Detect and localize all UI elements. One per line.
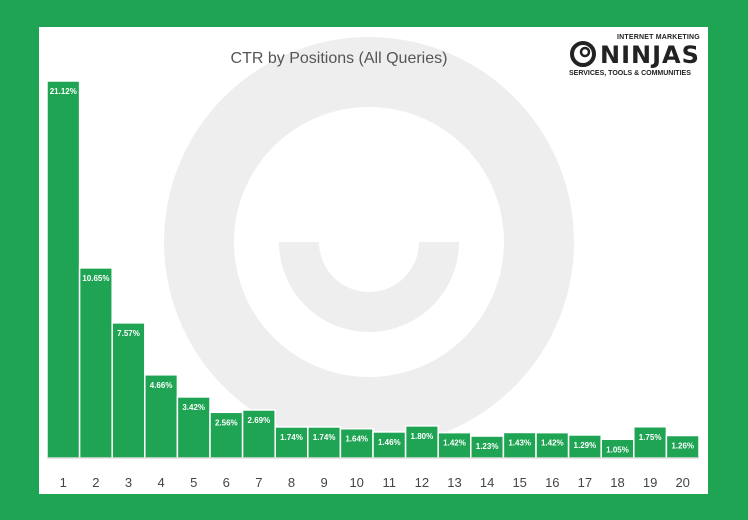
bar-value-label: 1.74% xyxy=(313,433,336,442)
x-tick-label: 8 xyxy=(288,475,295,490)
bar-value-label: 1.46% xyxy=(378,438,401,447)
x-tick-label: 3 xyxy=(125,475,132,490)
bar-value-label: 1.80% xyxy=(411,432,434,441)
x-tick-label: 9 xyxy=(320,475,327,490)
x-tick-label: 5 xyxy=(190,475,197,490)
x-tick-label: 4 xyxy=(157,475,164,490)
bar-value-label: 1.29% xyxy=(574,441,597,450)
x-tick-label: 10 xyxy=(349,475,363,490)
bar-value-label: 1.42% xyxy=(443,439,466,448)
x-tick-label: 19 xyxy=(643,475,657,490)
x-tick-label: 7 xyxy=(255,475,262,490)
bar-value-label: 10.65% xyxy=(82,274,109,283)
x-tick-label: 2 xyxy=(92,475,99,490)
bar-value-label: 3.42% xyxy=(182,403,205,412)
x-tick-label: 20 xyxy=(675,475,689,490)
chart-title: CTR by Positions (All Queries) xyxy=(230,50,448,67)
bar-8 xyxy=(274,426,309,459)
bar-value-label: 1.42% xyxy=(541,439,564,448)
x-tick-label: 14 xyxy=(480,475,494,490)
x-tick-label: 13 xyxy=(447,475,461,490)
x-tick-label: 16 xyxy=(545,475,559,490)
x-tick-label: 15 xyxy=(512,475,526,490)
bar-12 xyxy=(404,425,439,459)
bar-19 xyxy=(633,426,668,459)
bars-layer: 21.12% 10.65% 7.57% 4.66% 3.42% 2.56% 2.69% 1.7… xyxy=(46,80,700,459)
bar-1 xyxy=(46,80,81,459)
bar-value-label: 4.66% xyxy=(150,381,173,390)
swirl-watermark-icon xyxy=(164,37,574,447)
x-tick-label: 1 xyxy=(60,475,67,490)
x-tick-labels: 1 2 3 4 5 6 7 8 9 10 11 12 13 14 15 16 17 18 19 20 xyxy=(60,475,690,490)
bar-15 xyxy=(502,431,537,459)
bar-3 xyxy=(111,322,146,459)
x-tick-label: 12 xyxy=(415,475,429,490)
bar-value-label: 1.05% xyxy=(606,445,629,454)
ninjas-logo: INTERNET MARKETING NINJAS SERVICES, TOOL… xyxy=(567,32,707,80)
swirl-o-icon xyxy=(570,41,596,67)
bar-value-label: 1.23% xyxy=(476,442,499,451)
logo-line-3: SERVICES, TOOLS & COMMUNITIES xyxy=(569,70,691,77)
bar-value-label: 1.26% xyxy=(671,442,694,451)
x-tick-label: 17 xyxy=(578,475,592,490)
bar-7 xyxy=(241,409,276,459)
chart-frame: CTR by Positions (All Queries) INTERNET … xyxy=(39,27,708,494)
logo-line-2: NINJAS xyxy=(600,41,700,69)
bar-value-label: 2.69% xyxy=(248,416,271,425)
logo-line-1: INTERNET MARKETING xyxy=(617,34,700,41)
x-tick-label: 11 xyxy=(383,475,397,490)
bar-value-label: 1.75% xyxy=(639,433,662,442)
x-tick-label: 18 xyxy=(610,475,624,490)
x-tick-label: 6 xyxy=(223,475,230,490)
bar-chart: 21.12% 10.65% 7.57% 4.66% 3.42% 2.56% 2.69% 1.7… xyxy=(46,80,700,490)
bar-value-label: 1.64% xyxy=(345,435,368,444)
bar-10 xyxy=(339,427,374,459)
bar-9 xyxy=(307,426,342,459)
bar-value-label: 2.56% xyxy=(215,418,238,427)
bar-13 xyxy=(437,431,472,459)
bar-value-label: 1.43% xyxy=(508,438,531,447)
bar-value-label: 1.74% xyxy=(280,433,303,442)
bar-2 xyxy=(78,267,113,459)
bar-value-label: 21.12% xyxy=(50,87,77,96)
bar-value-label: 7.57% xyxy=(117,329,140,338)
